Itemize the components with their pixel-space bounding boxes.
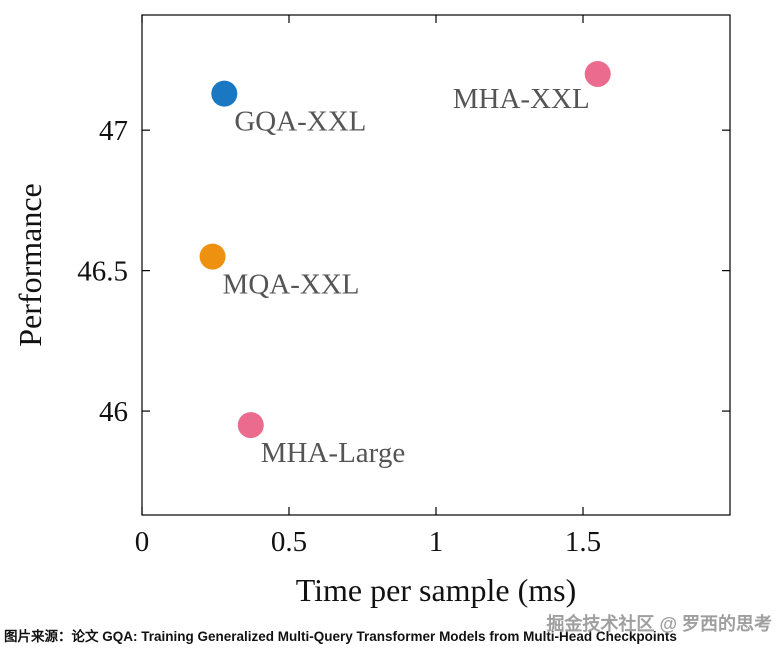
point-label: GQA-XXL bbox=[234, 106, 366, 138]
data-point bbox=[237, 412, 264, 439]
point-label: MQA-XXL bbox=[223, 269, 360, 301]
data-point bbox=[584, 60, 611, 87]
x-tick-label: 0 bbox=[135, 526, 150, 558]
x-tick-label: 1 bbox=[429, 526, 444, 558]
y-tick-label: 46 bbox=[99, 396, 128, 428]
point-label: MHA-Large bbox=[261, 437, 405, 469]
x-axis-label: Time per sample (ms) bbox=[295, 572, 577, 608]
x-tick-label: 0.5 bbox=[271, 526, 307, 558]
x-tick-label: 1.5 bbox=[565, 526, 601, 558]
data-point bbox=[199, 243, 226, 270]
data-point bbox=[211, 80, 238, 107]
plot-canvas: 0 0.5 1 1.5 46 46.5 47 GQA-XXL MHA-XXL MQA-XXL MHA… bbox=[77, 14, 731, 558]
point-label: MHA-XXL bbox=[453, 83, 590, 115]
image-source-caption: 图片来源：论文 GQA: Training Generalized Multi-… bbox=[4, 629, 677, 644]
y-tick-label: 46.5 bbox=[77, 256, 128, 288]
y-tick-label: 47 bbox=[99, 115, 128, 147]
caption-bar: 图片来源：论文 GQA: Training Generalized Multi-… bbox=[0, 614, 782, 651]
y-axis-label: Performance bbox=[12, 183, 48, 347]
watermark: 掘金技术社区 @ 罗西的思考 bbox=[546, 614, 772, 634]
